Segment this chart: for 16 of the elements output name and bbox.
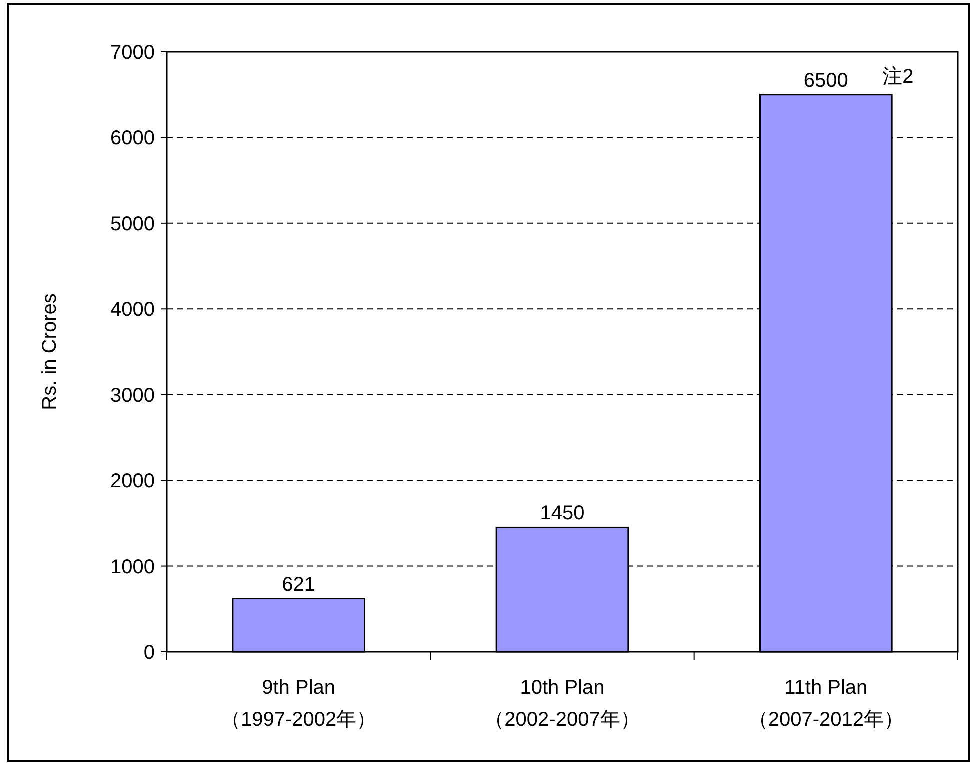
data-label: 621 [282,574,316,596]
x-tick-label: 10th Plan （2002-2007年） [484,677,640,731]
x-tick-label: 9th Plan （1997-2002年） [221,677,377,731]
y-tick-label: 0 [144,642,155,664]
data-label: 1450 [540,502,585,525]
y-tick-label: 7000 [110,42,155,64]
y-tick-label: 6000 [110,128,155,150]
y-axis-title: Rs. in Crores [39,294,61,410]
y-tick-label: 5000 [110,213,155,236]
x-tick-label: 11th Plan （2007-2012年） [748,677,904,731]
annotation: 注2 [882,66,914,88]
data-label: 6500 [804,70,848,92]
y-tick-label: 2000 [110,470,155,493]
y-tick-label: 3000 [110,384,155,407]
y-tick-label: 4000 [110,299,155,322]
y-tick-label: 1000 [110,556,155,578]
